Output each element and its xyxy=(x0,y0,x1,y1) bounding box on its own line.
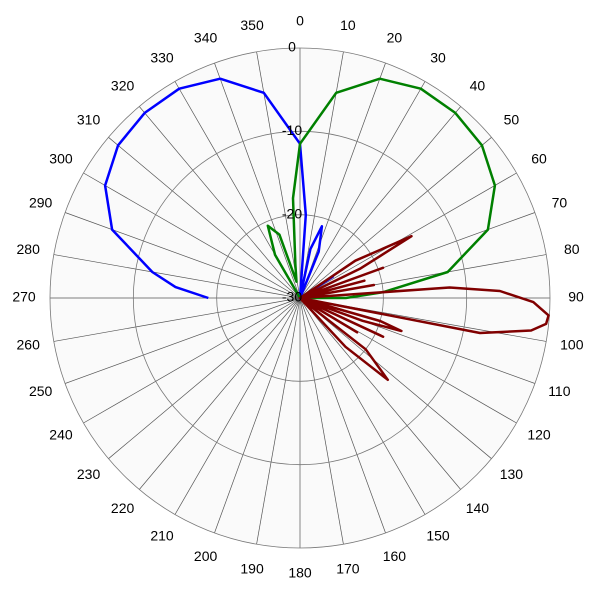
theta-tick-label: 10 xyxy=(340,17,356,33)
r-tick-label: 0 xyxy=(288,39,296,55)
series-line xyxy=(266,77,497,300)
ring-grid-line xyxy=(216,214,384,382)
theta-tick-label: 70 xyxy=(552,194,568,210)
labels: 0 10 20 30 40 50 60 70 80 90 100 110 120 130 140 150 160… xyxy=(12,13,584,581)
radial-grid-line xyxy=(299,297,426,515)
radial-grid-line xyxy=(299,297,386,534)
radial-grid-line xyxy=(108,137,301,299)
theta-tick-label: 310 xyxy=(77,111,101,127)
ring-grid-line xyxy=(49,47,551,549)
r-tick-label: -10 xyxy=(282,122,302,138)
theta-tick-label: 260 xyxy=(17,337,41,353)
radial-grid-line xyxy=(214,297,301,534)
theta-tick-label: 0 xyxy=(296,13,304,29)
theta-tick-label: 140 xyxy=(466,500,490,516)
radial-grid-line xyxy=(53,297,301,342)
radial-grid-line xyxy=(299,137,492,299)
theta-tick-label: 60 xyxy=(531,151,547,167)
radial-grid-line xyxy=(83,172,301,299)
theta-tick-label: 90 xyxy=(568,289,584,305)
series-layer xyxy=(103,77,550,382)
theta-tick-label: 100 xyxy=(560,337,584,353)
theta-tick-label: 220 xyxy=(111,500,135,516)
theta-tick-label: 240 xyxy=(49,427,73,443)
radial-grid-line xyxy=(299,297,344,545)
series-line xyxy=(298,234,550,382)
theta-tick-label: 250 xyxy=(29,383,53,399)
theta-tick-label: 300 xyxy=(49,151,73,167)
radial-grid-line xyxy=(214,62,301,299)
radial-grid-line xyxy=(299,297,492,459)
radial-grid-line xyxy=(256,297,301,545)
theta-tick-label: 350 xyxy=(240,17,264,33)
theta-tick-label: 200 xyxy=(194,548,218,564)
radial-grid-line xyxy=(139,297,301,490)
r-tick-label: -20 xyxy=(282,205,302,221)
theta-tick-label: 270 xyxy=(12,289,36,305)
radial-grid-line xyxy=(299,297,461,490)
theta-tick-label: 40 xyxy=(470,77,486,93)
theta-tick-label: 190 xyxy=(240,561,264,577)
theta-tick-label: 150 xyxy=(426,528,450,544)
theta-tick-label: 130 xyxy=(500,466,524,482)
theta-tick-label: 180 xyxy=(288,565,312,581)
theta-tick-label: 80 xyxy=(564,241,580,257)
radial-grid-line xyxy=(299,81,426,299)
theta-tick-label: 50 xyxy=(504,111,520,127)
theta-tick-label: 30 xyxy=(430,50,446,66)
radial-grid-line xyxy=(299,106,461,299)
radial-grid-line xyxy=(83,297,301,424)
radial-grid-line xyxy=(53,254,301,299)
theta-tick-label: 230 xyxy=(77,466,101,482)
theta-tick-label: 290 xyxy=(29,194,53,210)
radial-grid-line xyxy=(174,297,301,515)
theta-tick-label: 110 xyxy=(548,383,571,399)
radial-grid-line xyxy=(64,297,301,384)
radial-grid-line xyxy=(139,106,301,299)
theta-tick-label: 160 xyxy=(383,548,407,564)
theta-tick-label: 280 xyxy=(17,241,41,257)
ring-grid-line xyxy=(132,130,468,466)
radial-grid-line xyxy=(299,172,517,299)
theta-tick-label: 340 xyxy=(194,29,218,45)
radial-grid-line xyxy=(108,297,301,459)
theta-tick-label: 210 xyxy=(150,528,174,544)
theta-tick-label: 20 xyxy=(387,29,403,45)
theta-tick-label: 330 xyxy=(150,50,174,66)
r-tick-label: -30 xyxy=(282,289,302,305)
theta-tick-label: 170 xyxy=(336,561,360,577)
series-line xyxy=(103,77,335,300)
radial-grid-line xyxy=(299,62,386,299)
radial-grid-line xyxy=(64,212,301,299)
theta-tick-label: 320 xyxy=(111,77,135,93)
theta-tick-label: 120 xyxy=(527,427,551,443)
